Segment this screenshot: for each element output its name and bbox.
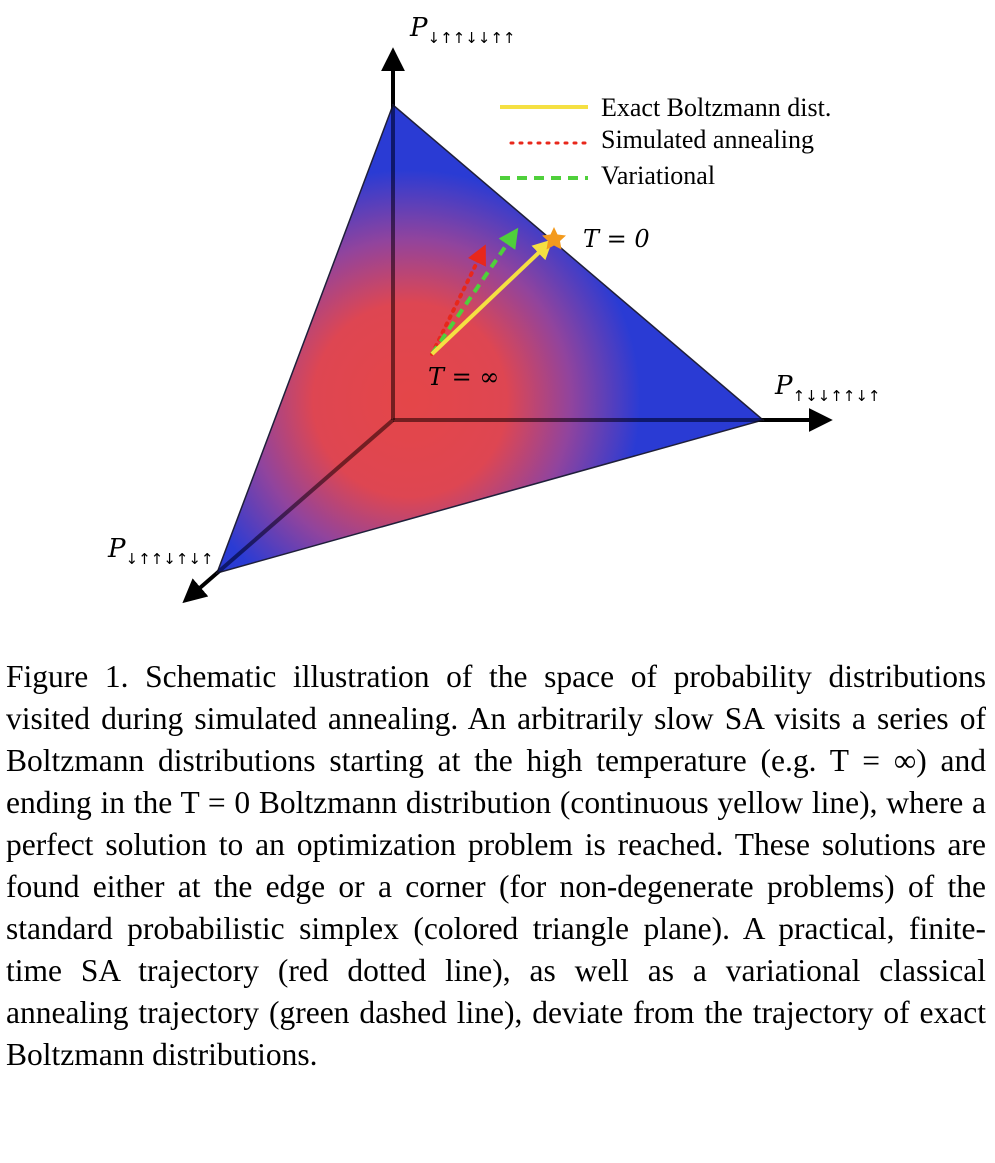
trajectory-simulated-annealing xyxy=(430,244,486,356)
axis-label-left: P↓↑↑↓↑↓↑ xyxy=(107,534,213,568)
trajectory-variational xyxy=(430,227,519,356)
trajectory-exact-boltzmann xyxy=(430,239,553,356)
annotation-t-infinity: T = ∞ xyxy=(428,363,499,391)
legend-label-sa: Simulated annealing xyxy=(601,125,814,154)
legend-label-exact: Exact Boltzmann dist. xyxy=(601,93,831,122)
annotation-t-zero: T = 0 xyxy=(583,225,650,253)
figure-caption: Figure 1. Schematic illustration of the … xyxy=(6,659,986,1072)
simplex-figure: T = 0 T = ∞ P↓↑↑↓↓↑↑ P↑↓↓↑↑↓↑ P↓↑↑↓↑↓↑ E… xyxy=(107,13,880,604)
axis-label-right: P↑↓↓↑↑↓↑ xyxy=(774,371,880,405)
legend: Exact Boltzmann dist. Simulated annealin… xyxy=(500,93,831,190)
simplex-triangle xyxy=(215,103,765,575)
axis-diagonal-inner xyxy=(215,418,395,575)
axis-label-top: P↓↑↑↓↓↑↑ xyxy=(409,13,515,47)
simplex-diagram: T = 0 T = ∞ P↓↑↑↓↓↑↑ P↑↓↓↑↑↓↑ P↓↑↑↓↑↓↑ E… xyxy=(107,13,880,604)
star-icon xyxy=(542,227,566,250)
legend-label-variational: Variational xyxy=(601,161,715,190)
